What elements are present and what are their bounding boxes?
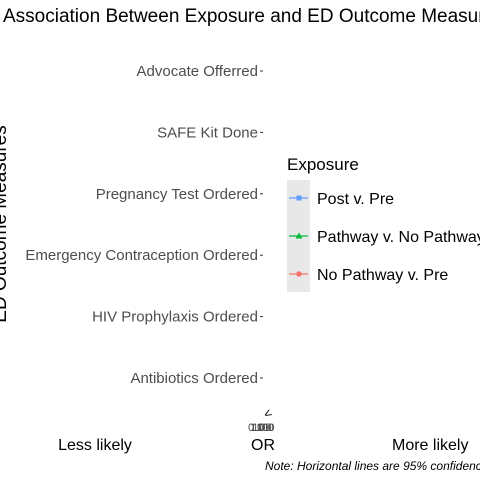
legend-marker-no-pathway-v-pre bbox=[296, 271, 302, 277]
x-tick-label-100: 100 bbox=[256, 422, 274, 434]
legend-label-pathway-v-no-pathway: Pathway v. No Pathway bbox=[317, 229, 480, 246]
y-axis-categories: Advocate Offerred SAFE Kit Done Pregnancy … bbox=[25, 63, 263, 387]
legend-label-no-pathway-v-pre: No Pathway v. Pre bbox=[317, 267, 448, 284]
category-label-safe-kit-done: SAFE Kit Done bbox=[157, 124, 258, 141]
x-arrow-label: < bbox=[261, 405, 275, 422]
legend-marker-post-v-pre bbox=[297, 196, 302, 201]
legend-entries: Post v. Pre Pathway v. No Pathway No Pathw… bbox=[289, 191, 480, 284]
less-likely-label: Less likely bbox=[58, 437, 132, 454]
legend-label-post-v-pre: Post v. Pre bbox=[317, 191, 394, 208]
more-likely-label: More likely bbox=[392, 437, 468, 454]
legend-entry-pathway-v-no-pathway: Pathway v. No Pathway bbox=[289, 229, 480, 246]
category-label-pregnancy-test-ordered: Pregnancy Test Ordered bbox=[96, 186, 258, 203]
y-axis-title: ED Outcome Measures bbox=[0, 125, 11, 322]
category-label-emergency-contraception-ordered: Emergency Contraception Ordered bbox=[25, 247, 258, 264]
category-label-antibiotics-ordered: Antibiotics Ordered bbox=[130, 370, 258, 387]
legend: Exposure Post v. Pre Pathway v. No Pathwa… bbox=[287, 155, 480, 292]
category-label-advocate-offerred: Advocate Offerred bbox=[137, 63, 258, 80]
chart-title: Association Between Exposure and ED Outc… bbox=[3, 6, 480, 27]
x-axis-title: OR bbox=[251, 437, 275, 454]
category-label-hiv-prophylaxis-ordered: HIV Prophylaxis Ordered bbox=[92, 309, 258, 326]
legend-entry-no-pathway-v-pre: No Pathway v. Pre bbox=[289, 267, 448, 284]
chart-note: Note: Horizontal lines are 95% confidenc… bbox=[265, 459, 480, 473]
legend-title: Exposure bbox=[287, 155, 359, 174]
